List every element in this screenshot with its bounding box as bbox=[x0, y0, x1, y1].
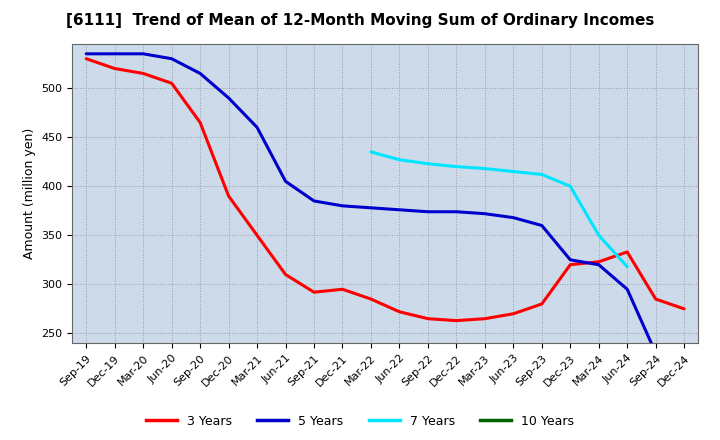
5 Years bbox=[566, 257, 575, 262]
3 Years bbox=[110, 66, 119, 71]
3 Years bbox=[282, 272, 290, 277]
5 Years bbox=[253, 125, 261, 130]
3 Years bbox=[623, 249, 631, 255]
3 Years bbox=[310, 290, 318, 295]
5 Years bbox=[282, 179, 290, 184]
7 Years bbox=[452, 164, 461, 169]
3 Years bbox=[480, 316, 489, 321]
5 Years bbox=[167, 56, 176, 61]
Line: 5 Years: 5 Years bbox=[86, 54, 656, 353]
7 Years bbox=[366, 149, 375, 154]
3 Years bbox=[338, 286, 347, 292]
7 Years bbox=[537, 172, 546, 177]
7 Years bbox=[423, 161, 432, 166]
5 Years bbox=[480, 211, 489, 216]
7 Years bbox=[595, 233, 603, 238]
Line: 7 Years: 7 Years bbox=[371, 152, 627, 267]
3 Years bbox=[395, 309, 404, 315]
3 Years bbox=[566, 262, 575, 268]
7 Years bbox=[509, 169, 518, 174]
5 Years bbox=[310, 198, 318, 204]
3 Years bbox=[366, 297, 375, 302]
5 Years bbox=[537, 223, 546, 228]
3 Years bbox=[253, 233, 261, 238]
3 Years bbox=[537, 301, 546, 307]
3 Years bbox=[452, 318, 461, 323]
3 Years bbox=[139, 71, 148, 76]
7 Years bbox=[623, 264, 631, 269]
Text: [6111]  Trend of Mean of 12-Month Moving Sum of Ordinary Incomes: [6111] Trend of Mean of 12-Month Moving … bbox=[66, 13, 654, 28]
5 Years bbox=[652, 350, 660, 356]
5 Years bbox=[395, 207, 404, 213]
3 Years bbox=[509, 311, 518, 316]
5 Years bbox=[452, 209, 461, 214]
5 Years bbox=[225, 95, 233, 101]
3 Years bbox=[167, 81, 176, 86]
5 Years bbox=[423, 209, 432, 214]
5 Years bbox=[366, 205, 375, 210]
3 Years bbox=[82, 56, 91, 61]
Line: 3 Years: 3 Years bbox=[86, 59, 684, 321]
Legend: 3 Years, 5 Years, 7 Years, 10 Years: 3 Years, 5 Years, 7 Years, 10 Years bbox=[140, 408, 580, 434]
5 Years bbox=[196, 71, 204, 76]
5 Years bbox=[509, 215, 518, 220]
3 Years bbox=[225, 194, 233, 199]
7 Years bbox=[566, 183, 575, 189]
5 Years bbox=[139, 51, 148, 56]
3 Years bbox=[680, 306, 688, 312]
7 Years bbox=[480, 166, 489, 171]
5 Years bbox=[110, 51, 119, 56]
5 Years bbox=[595, 262, 603, 268]
Y-axis label: Amount (million yen): Amount (million yen) bbox=[22, 128, 35, 259]
3 Years bbox=[652, 297, 660, 302]
3 Years bbox=[423, 316, 432, 321]
5 Years bbox=[623, 286, 631, 292]
7 Years bbox=[395, 157, 404, 162]
3 Years bbox=[595, 259, 603, 264]
5 Years bbox=[82, 51, 91, 56]
5 Years bbox=[338, 203, 347, 209]
3 Years bbox=[196, 120, 204, 125]
